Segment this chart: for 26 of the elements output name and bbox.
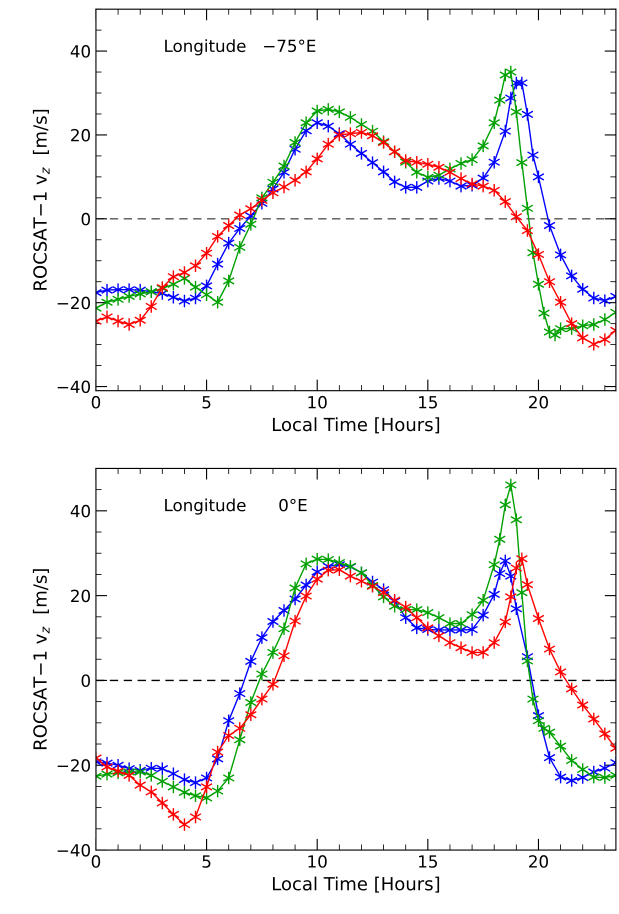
y-tick-label: 40 (70, 45, 90, 58)
y-tick-label: −20 (58, 296, 90, 310)
y-tick-label: 20 (71, 128, 90, 142)
x-tick-label: 10 (308, 855, 327, 868)
x-tick-label: 0 (92, 855, 100, 868)
y-tick-label: 20 (71, 590, 90, 602)
x-tick-label: 20 (529, 396, 548, 408)
x-axis-title: Local Time [Hours] (272, 417, 440, 434)
y-axis-title: ROCSAT−1 v$_{z}$ [m/s] (32, 569, 50, 750)
y-tick-label: 0 (82, 212, 90, 226)
x-axis-title: Local Time [Hours] (272, 876, 440, 893)
x-tick-label: 15 (419, 396, 437, 408)
y-tick-label: −40 (58, 380, 90, 394)
x-tick-label: 15 (419, 855, 437, 868)
y-tick-label: −40 (58, 844, 90, 857)
x-tick-label: 5 (202, 396, 210, 408)
x-tick-label: 5 (202, 855, 210, 868)
annotation: Longitude 0°E (165, 498, 307, 515)
annotation: Longitude −75°E (165, 39, 316, 56)
y-tick-label: 0 (82, 674, 90, 687)
x-tick-label: 20 (529, 855, 548, 868)
y-tick-label: 40 (70, 504, 90, 518)
x-tick-label: 0 (92, 396, 100, 408)
y-axis-title: ROCSAT−1 v$_{z}$ [m/s] (32, 110, 50, 290)
y-tick-label: −20 (58, 759, 90, 772)
x-tick-label: 10 (308, 396, 327, 408)
